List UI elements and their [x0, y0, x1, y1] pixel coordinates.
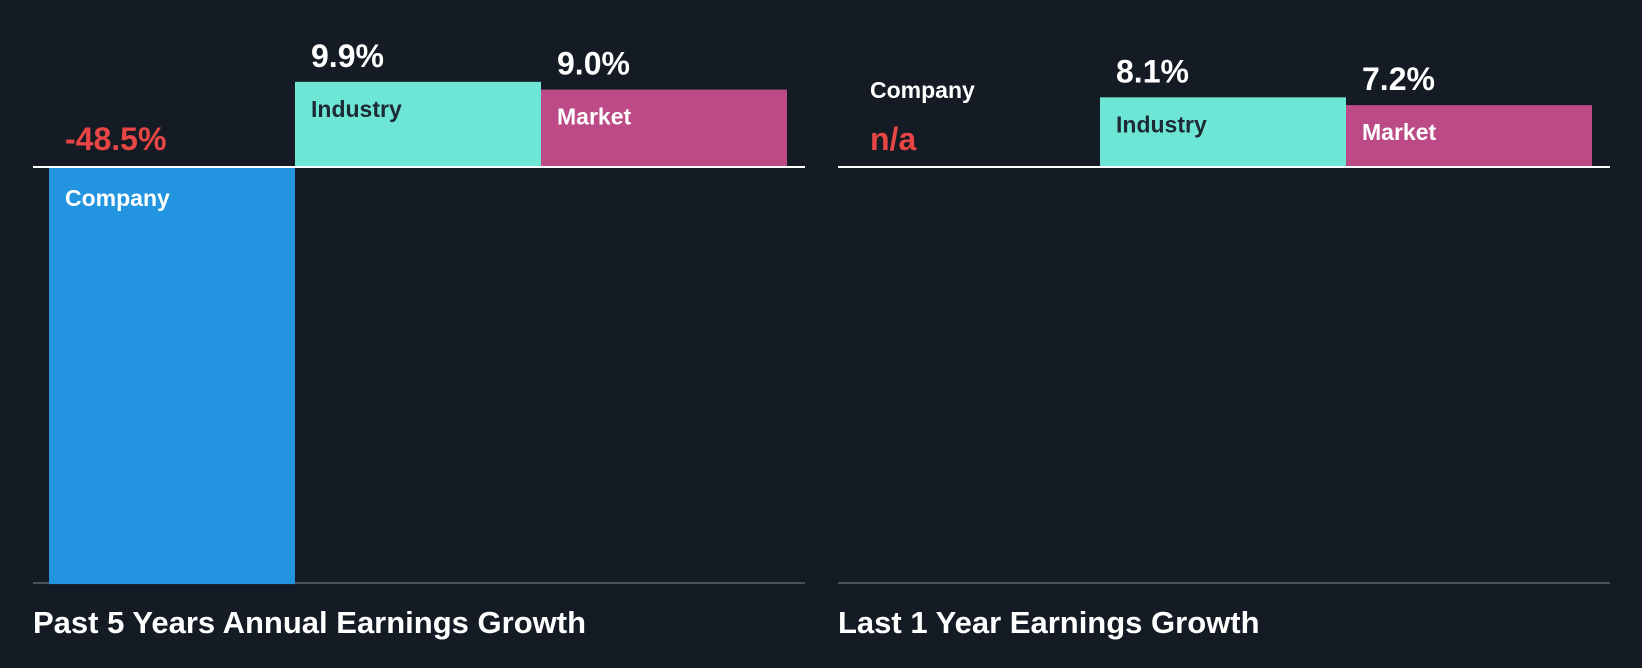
- bar-chart-last-1-year: Company n/a Industry 8.1% Market 7.2%: [838, 53, 1610, 584]
- bar-market-last-1-year: [1346, 105, 1592, 167]
- value-label-industry-past-5-years: 9.9%: [311, 38, 384, 74]
- bar-chart-past-5-years: Company -48.5% Industry 9.9% Market 9.0%: [33, 38, 805, 585]
- value-label-company-last-1-year: n/a: [870, 121, 916, 157]
- value-label-industry-last-1-year: 8.1%: [1116, 53, 1189, 89]
- bar-label-company-last-1-year: Company: [870, 77, 975, 103]
- value-label-company-past-5-years: -48.5%: [65, 121, 166, 157]
- bar-industry-past-5-years: [295, 81, 541, 167]
- value-label-market-past-5-years: 9.0%: [557, 46, 630, 82]
- bar-label-company-past-5-years: Company: [65, 185, 170, 211]
- chart-title-last-1-year: Last 1 Year Earnings Growth: [838, 605, 1260, 640]
- bar-company-past-5-years: [49, 167, 295, 585]
- bar-label-market-last-1-year: Market: [1362, 119, 1436, 145]
- bar-industry-last-1-year: [1100, 97, 1346, 167]
- chart-last-1-year: Company n/a Industry 8.1% Market 7.2% Last 1 …: [838, 0, 1610, 668]
- chart-title-past-5-years: Past 5 Years Annual Earnings Growth: [33, 605, 587, 640]
- bar-label-industry-past-5-years: Industry: [311, 96, 402, 122]
- bar-label-industry-last-1-year: Industry: [1116, 111, 1207, 137]
- value-label-market-last-1-year: 7.2%: [1362, 61, 1435, 97]
- bar-market-past-5-years: [541, 89, 787, 167]
- bar-label-market-past-5-years: Market: [557, 104, 631, 130]
- chart-past-5-years: Company -48.5% Industry 9.9% Market 9.0% Past…: [33, 0, 805, 668]
